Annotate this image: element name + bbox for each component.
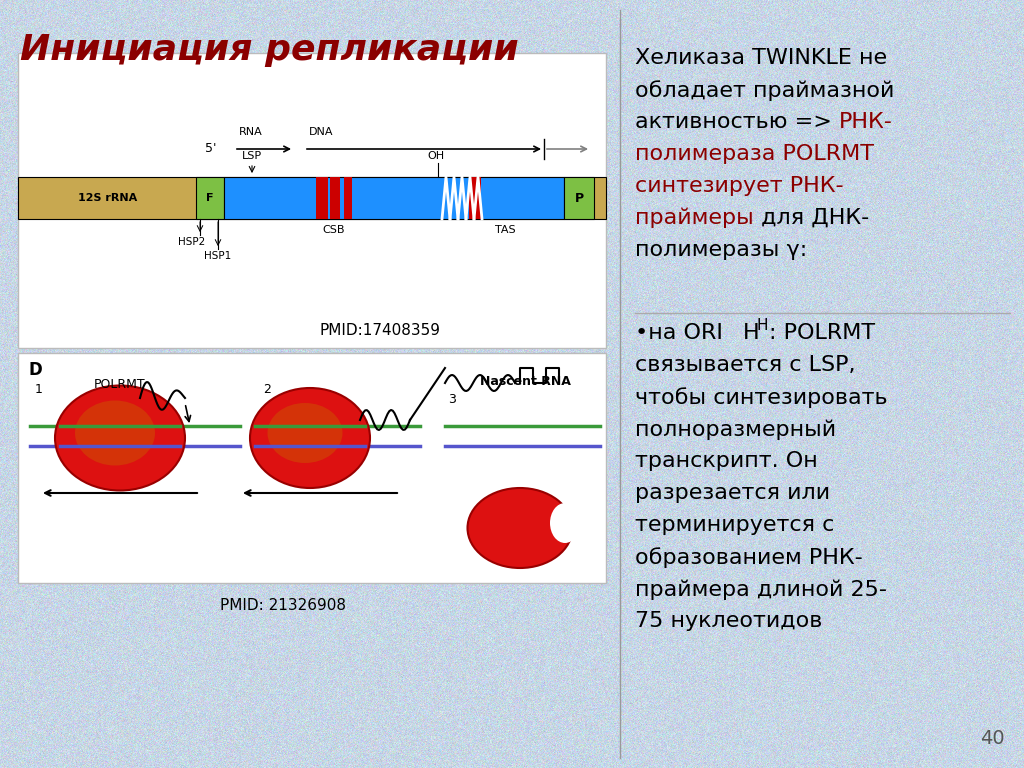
Ellipse shape xyxy=(75,400,155,465)
Text: DNA: DNA xyxy=(309,127,334,137)
Ellipse shape xyxy=(250,388,370,488)
Ellipse shape xyxy=(267,403,342,463)
Text: полноразмерный: полноразмерный xyxy=(635,419,837,439)
Text: РНК-: РНК- xyxy=(839,112,893,132)
Bar xyxy=(564,177,594,219)
Text: 5': 5' xyxy=(205,143,216,155)
Text: образованием РНК-: образованием РНК- xyxy=(635,547,863,568)
Bar xyxy=(18,177,606,219)
Text: LSP: LSP xyxy=(242,151,262,161)
Text: активностью =>: активностью => xyxy=(635,112,839,132)
Text: праймеры: праймеры xyxy=(635,208,754,229)
Text: транскрипт. Он: транскрипт. Он xyxy=(635,451,818,471)
Text: HSP2: HSP2 xyxy=(178,237,206,247)
Text: полимераза POLRMT: полимераза POLRMT xyxy=(635,144,874,164)
Ellipse shape xyxy=(55,386,185,491)
Text: Nascent RNA: Nascent RNA xyxy=(480,375,570,388)
Text: Хеликаза TWINKLE не: Хеликаза TWINKLE не xyxy=(635,48,887,68)
Text: Инициация репликации: Инициация репликации xyxy=(20,33,519,67)
Text: OH: OH xyxy=(427,151,444,161)
Text: D: D xyxy=(28,361,42,379)
Bar xyxy=(224,177,564,219)
Text: 12S rRNA: 12S rRNA xyxy=(79,193,137,203)
Text: терминируется с: терминируется с xyxy=(635,515,835,535)
Text: полимеразы γ:: полимеразы γ: xyxy=(635,240,807,260)
Bar xyxy=(469,177,481,219)
Bar xyxy=(316,177,328,219)
Text: P: P xyxy=(574,191,584,204)
Text: POLRMT: POLRMT xyxy=(94,378,145,391)
Text: 40: 40 xyxy=(980,729,1005,748)
Text: PMID:17408359: PMID:17408359 xyxy=(319,323,440,338)
Text: F: F xyxy=(206,193,214,203)
Text: HSP1: HSP1 xyxy=(205,251,231,261)
Text: H: H xyxy=(756,318,768,333)
Text: праймера длиной 25-: праймера длиной 25- xyxy=(635,579,887,600)
Text: для ДНК-: для ДНК- xyxy=(754,208,869,228)
Bar xyxy=(344,177,352,219)
Bar xyxy=(330,177,340,219)
Text: 75 нуклеотидов: 75 нуклеотидов xyxy=(635,611,822,631)
Ellipse shape xyxy=(468,488,572,568)
Text: H: H xyxy=(743,323,760,343)
FancyBboxPatch shape xyxy=(18,353,606,583)
Text: синтезирует РНК-: синтезирует РНК- xyxy=(635,176,844,196)
Text: •на ORI: •на ORI xyxy=(635,323,730,343)
Text: 2: 2 xyxy=(263,383,271,396)
Text: : POLRMT: : POLRMT xyxy=(769,323,876,343)
FancyBboxPatch shape xyxy=(18,53,606,348)
Bar xyxy=(196,177,224,219)
Text: разрезается или: разрезается или xyxy=(635,483,830,503)
Text: чтобы синтезировать: чтобы синтезировать xyxy=(635,387,888,408)
Text: 1: 1 xyxy=(35,383,43,396)
Text: CSB: CSB xyxy=(323,225,345,235)
Text: RNA: RNA xyxy=(239,127,263,137)
Text: обладает праймазной: обладает праймазной xyxy=(635,80,894,101)
Text: PMID: 21326908: PMID: 21326908 xyxy=(220,598,346,613)
Ellipse shape xyxy=(550,503,580,543)
Text: связывается с LSP,: связывается с LSP, xyxy=(635,355,855,375)
Text: 3: 3 xyxy=(449,393,456,406)
Text: TAS: TAS xyxy=(495,225,515,235)
